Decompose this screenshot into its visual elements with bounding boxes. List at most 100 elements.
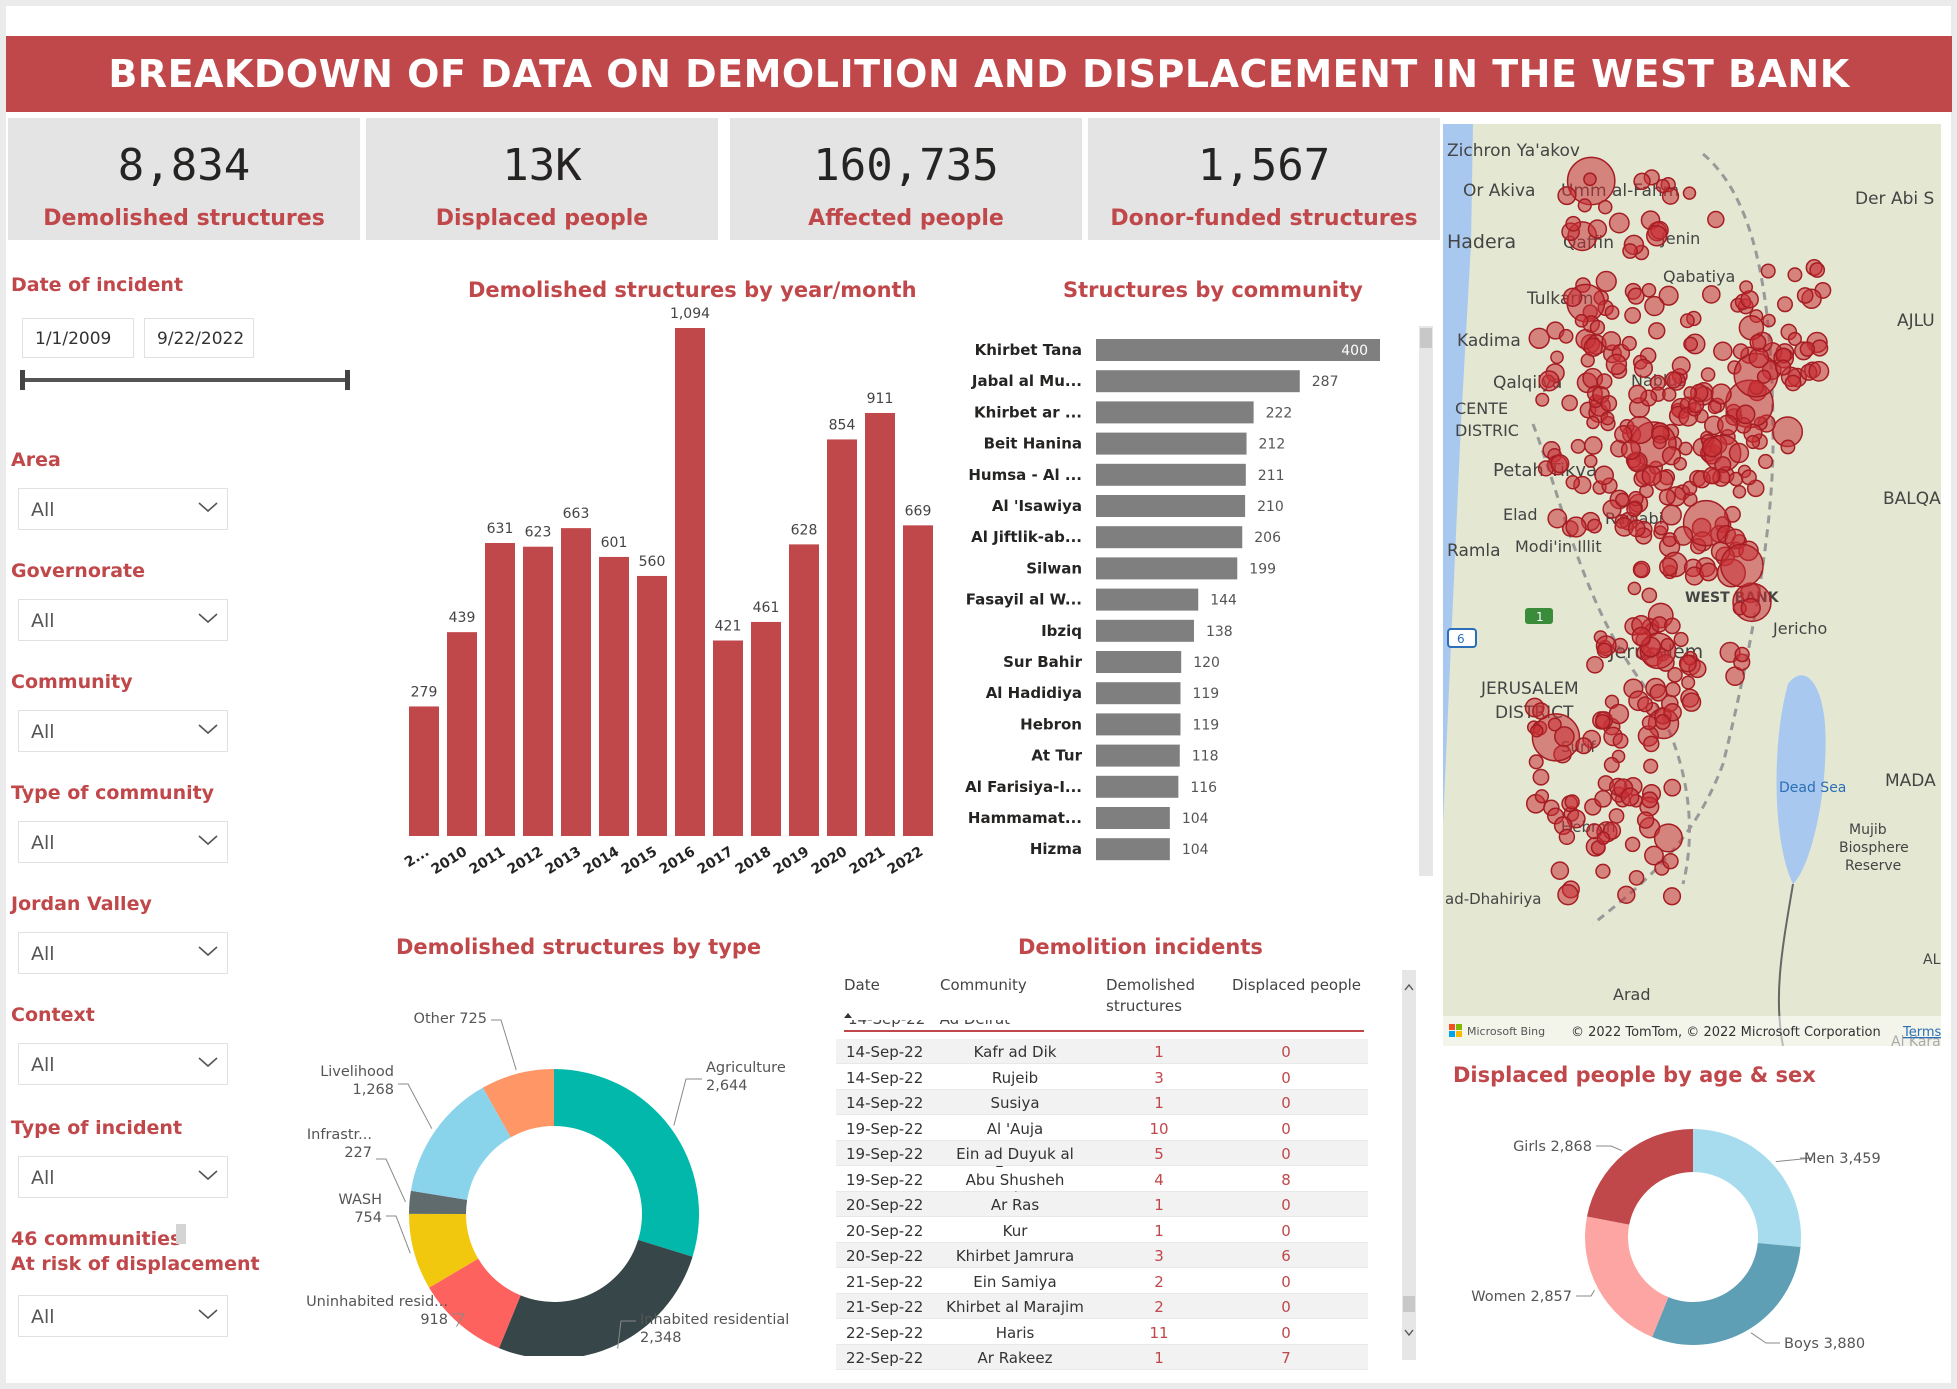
- slicer-dropdown[interactable]: All: [18, 932, 228, 974]
- incident-bubble[interactable]: [1636, 811, 1655, 829]
- incident-bubble[interactable]: [1673, 456, 1687, 471]
- bar-2020[interactable]: [827, 439, 857, 836]
- incident-bubble[interactable]: [1620, 440, 1641, 461]
- incident-bubble[interactable]: [1663, 778, 1682, 797]
- slicer-dropdown[interactable]: All: [18, 710, 228, 752]
- incident-bubble[interactable]: [1641, 465, 1662, 487]
- incident-bubble[interactable]: [1583, 454, 1598, 468]
- donut-chart-by-age-sex[interactable]: Men 3,459 Boys 3,880 Women 2,857 Girls 2,86…: [1446, 1116, 1946, 1366]
- incident-bubble[interactable]: [1632, 560, 1651, 579]
- incident-bubble[interactable]: [1735, 404, 1756, 425]
- bar-2016[interactable]: [675, 328, 705, 836]
- incident-bubble[interactable]: [1774, 359, 1792, 376]
- table-row[interactable]: 14-Sep-22 Kafr ad Dik 1 0: [836, 1039, 1368, 1064]
- incident-bubble[interactable]: [1620, 787, 1640, 807]
- incident-bubble[interactable]: [1707, 210, 1725, 229]
- incident-bubble[interactable]: [1577, 198, 1592, 213]
- incident-bubble[interactable]: [1595, 270, 1617, 292]
- bar-2010[interactable]: [447, 632, 477, 836]
- incident-bubble[interactable]: [1660, 637, 1675, 652]
- slicer-dropdown[interactable]: All: [18, 488, 228, 530]
- bar-2015[interactable]: [637, 575, 667, 836]
- incident-bubble[interactable]: [1558, 828, 1576, 846]
- column-header-community[interactable]: Community: [940, 976, 1027, 994]
- incident-bubble[interactable]: [1652, 435, 1667, 450]
- table-row[interactable]: 20-Sep-22 Khirbet Jamrura 3 6: [836, 1243, 1368, 1268]
- column-header-displaced[interactable]: Displaced people: [1232, 976, 1362, 994]
- bar-2011[interactable]: [485, 542, 515, 836]
- incident-bubble[interactable]: [1534, 789, 1550, 804]
- incident-bubble[interactable]: [1532, 768, 1550, 786]
- scroll-up-icon[interactable]: [1403, 982, 1415, 992]
- incident-bubble[interactable]: [1617, 885, 1636, 904]
- table-row[interactable]: 21-Sep-22 Ein Samiya 2 0: [836, 1268, 1368, 1294]
- incident-bubble[interactable]: [1728, 471, 1744, 487]
- incident-bubble[interactable]: [1662, 852, 1679, 870]
- incident-bubble[interactable]: [1758, 453, 1774, 470]
- incident-bubble[interactable]: [1594, 789, 1612, 808]
- incident-bubble[interactable]: [1760, 263, 1776, 279]
- terms-link[interactable]: Terms: [1902, 1025, 1941, 1040]
- donut-slice-Girls[interactable]: [1586, 1129, 1693, 1225]
- incident-bubble[interactable]: [1605, 353, 1628, 376]
- incident-bubble[interactable]: [1644, 295, 1665, 317]
- kpi-card-donor-funded[interactable]: 1,567 Donor-funded structures: [1088, 118, 1440, 240]
- incident-bubble[interactable]: [1575, 737, 1593, 755]
- incident-bubble[interactable]: [1622, 243, 1638, 259]
- incident-bubble[interactable]: [1667, 667, 1683, 683]
- incident-bubble[interactable]: [1776, 296, 1794, 313]
- incident-bubble[interactable]: [1808, 360, 1830, 382]
- bar-2019[interactable]: [789, 544, 819, 836]
- date-to-input[interactable]: 9/22/2022: [144, 318, 254, 358]
- incident-bubble[interactable]: [1528, 754, 1544, 770]
- slicer-dropdown[interactable]: All: [18, 1043, 228, 1085]
- incident-bubble[interactable]: [1740, 597, 1761, 619]
- incident-bubble[interactable]: [1732, 484, 1747, 499]
- community-bar[interactable]: [1096, 651, 1182, 673]
- community-bar[interactable]: [1096, 370, 1300, 393]
- column-header-demolished[interactable]: Demolished: [1106, 976, 1195, 994]
- slicer-dropdown[interactable]: All: [18, 599, 228, 641]
- incident-bubble[interactable]: [1699, 562, 1718, 582]
- community-bar[interactable]: [1096, 682, 1181, 705]
- scroll-thumb[interactable]: [1403, 1296, 1415, 1312]
- incident-bubble[interactable]: [1641, 715, 1657, 731]
- incident-bubble[interactable]: [1787, 331, 1802, 346]
- incident-bubble[interactable]: [1662, 387, 1677, 402]
- incident-bubble[interactable]: [1720, 543, 1764, 588]
- donut-slice-Boys[interactable]: [1652, 1243, 1801, 1345]
- incident-bubble[interactable]: [1673, 525, 1694, 546]
- incident-bubble[interactable]: [1628, 870, 1645, 886]
- incident-bubble[interactable]: [1614, 425, 1633, 444]
- incident-bubble[interactable]: [1558, 328, 1574, 344]
- incident-bubble[interactable]: [1787, 267, 1803, 283]
- community-bar[interactable]: [1096, 744, 1180, 767]
- incident-bubble[interactable]: [1600, 394, 1618, 412]
- incident-bubble[interactable]: [1717, 414, 1739, 436]
- incident-bubble[interactable]: [1665, 681, 1681, 698]
- incident-bubble[interactable]: [1784, 374, 1802, 392]
- incident-bubble[interactable]: [1679, 313, 1695, 329]
- incident-bubble[interactable]: [1664, 371, 1683, 389]
- bar-2017[interactable]: [713, 640, 743, 836]
- incident-bubble[interactable]: [1678, 441, 1693, 456]
- incident-bubble[interactable]: [1627, 287, 1645, 305]
- donut-slice-Women[interactable]: [1585, 1216, 1669, 1337]
- incident-bubble[interactable]: [1583, 436, 1603, 455]
- incident-bubble[interactable]: [1662, 887, 1682, 906]
- table-row[interactable]: 22-Sep-22 Ar Rakeez 1 7: [836, 1345, 1368, 1370]
- incident-bubble[interactable]: [1626, 500, 1643, 518]
- incident-bubble[interactable]: [1589, 319, 1606, 336]
- incident-bubble[interactable]: [1655, 178, 1671, 194]
- incident-bubble[interactable]: [1658, 285, 1679, 306]
- incident-bubble[interactable]: [1627, 581, 1642, 596]
- incident-bubble[interactable]: [1597, 199, 1613, 215]
- kpi-card-affected[interactable]: 160,735 Affected people: [730, 118, 1082, 240]
- incident-bubble[interactable]: [1658, 488, 1676, 506]
- incident-bubble[interactable]: [1594, 465, 1614, 486]
- community-bar[interactable]: [1096, 775, 1179, 798]
- donut-slice-Men[interactable]: [1693, 1129, 1801, 1248]
- kpi-card-displaced[interactable]: 13K Displaced people: [366, 118, 718, 240]
- incident-bubble[interactable]: [1710, 383, 1732, 405]
